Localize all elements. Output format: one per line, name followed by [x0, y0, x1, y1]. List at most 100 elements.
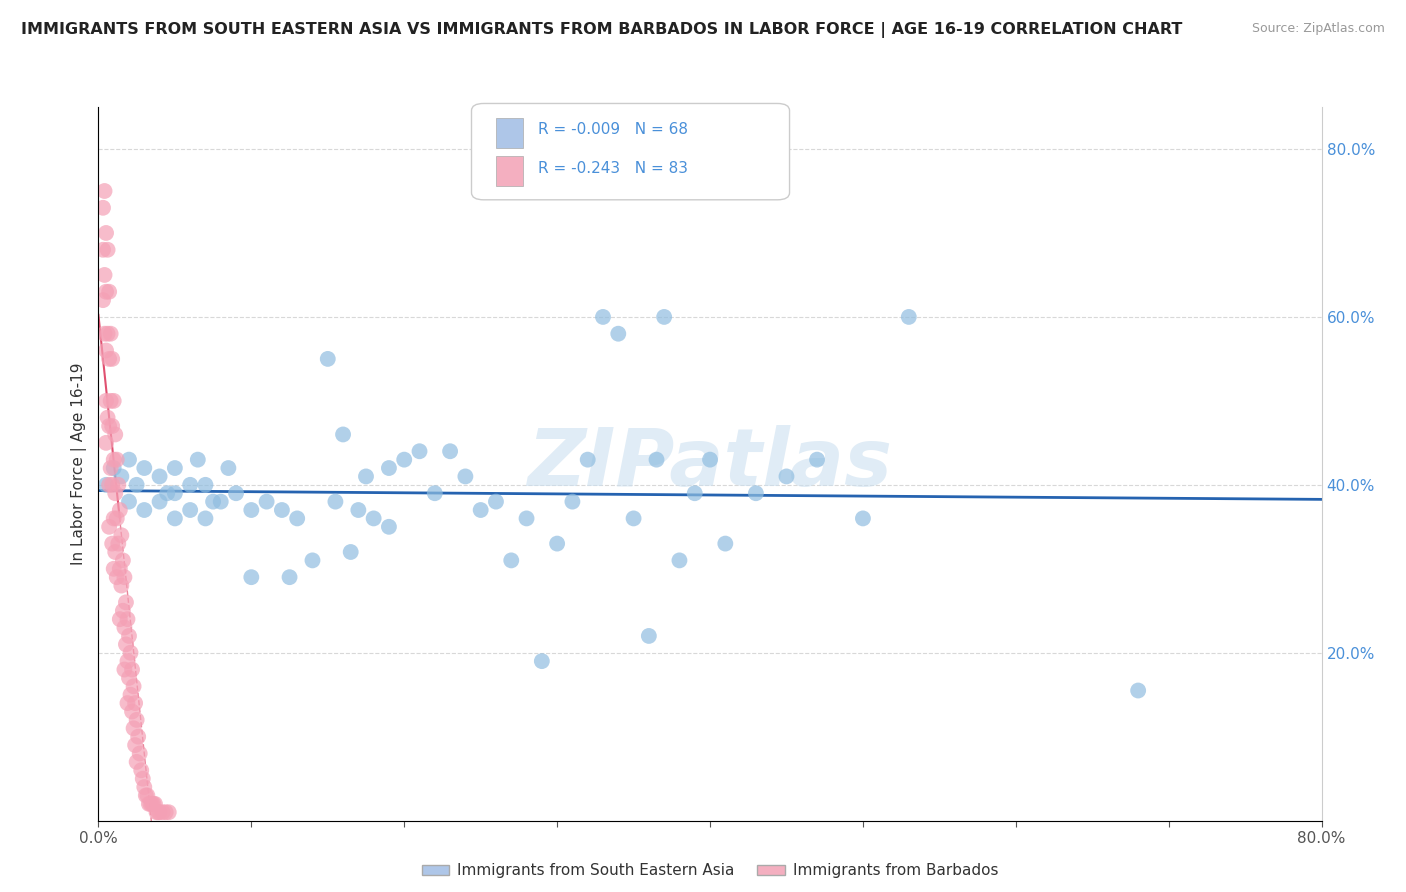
Point — [93, 268, 115, 282]
Text: ZIPatlas: ZIPatlas — [527, 425, 893, 503]
Point — [97, 243, 120, 257]
Point — [117, 654, 139, 668]
Point — [423, 486, 446, 500]
Point — [149, 494, 172, 508]
Text: Source: ZipAtlas.com: Source: ZipAtlas.com — [1251, 22, 1385, 36]
Point — [157, 805, 180, 820]
Point — [163, 511, 186, 525]
Point — [93, 184, 115, 198]
Point — [485, 494, 508, 508]
Point — [108, 562, 131, 576]
Point — [94, 478, 117, 492]
Point — [852, 511, 875, 525]
Point — [94, 285, 117, 299]
Point — [98, 419, 121, 434]
Point — [141, 797, 163, 811]
Point — [110, 469, 132, 483]
Point — [101, 536, 124, 550]
Point — [146, 805, 169, 820]
Point — [112, 621, 135, 635]
Point — [97, 410, 120, 425]
Point — [93, 326, 115, 341]
Point — [104, 545, 127, 559]
Point — [530, 654, 553, 668]
Point — [103, 511, 125, 525]
Point — [94, 343, 117, 358]
Point — [122, 679, 145, 693]
Point — [112, 663, 135, 677]
Point — [134, 461, 156, 475]
Point — [163, 461, 186, 475]
Point — [125, 755, 148, 769]
Point — [576, 452, 599, 467]
Text: R = -0.009   N = 68: R = -0.009 N = 68 — [537, 122, 688, 137]
Point — [134, 503, 156, 517]
Point — [112, 570, 135, 584]
Point — [100, 393, 122, 408]
Point — [115, 637, 138, 651]
Point — [285, 511, 308, 525]
Point — [103, 393, 125, 408]
FancyBboxPatch shape — [471, 103, 790, 200]
Point — [155, 805, 177, 820]
Point — [125, 713, 148, 727]
Point — [194, 478, 217, 492]
Point — [121, 663, 143, 677]
Point — [187, 452, 209, 467]
Point — [118, 629, 141, 643]
Point — [439, 444, 461, 458]
Point — [152, 805, 174, 820]
Point — [1128, 683, 1150, 698]
Point — [118, 671, 141, 685]
Point — [325, 494, 347, 508]
Point — [94, 393, 117, 408]
Point — [138, 797, 160, 811]
Point — [120, 688, 142, 702]
Point — [108, 612, 131, 626]
Text: R = -0.243   N = 83: R = -0.243 N = 83 — [537, 161, 688, 177]
Point — [240, 503, 263, 517]
Point — [156, 486, 179, 500]
Point — [623, 511, 645, 525]
Point — [101, 351, 124, 366]
Point — [108, 503, 131, 517]
Point — [683, 486, 706, 500]
Point — [107, 478, 129, 492]
Point — [607, 326, 630, 341]
Point — [652, 310, 675, 324]
Point — [94, 226, 117, 240]
Point — [194, 511, 217, 525]
Point — [745, 486, 768, 500]
Point — [378, 461, 401, 475]
Point — [209, 494, 232, 508]
Point — [316, 351, 339, 366]
Point — [645, 452, 668, 467]
Point — [408, 444, 430, 458]
Point — [134, 780, 156, 794]
Point — [91, 201, 114, 215]
FancyBboxPatch shape — [496, 118, 523, 147]
Point — [128, 747, 150, 761]
Point — [118, 452, 141, 467]
Point — [121, 705, 143, 719]
Point — [100, 326, 122, 341]
Point — [135, 789, 157, 803]
Point — [98, 351, 121, 366]
Point — [101, 478, 124, 492]
Point — [105, 570, 128, 584]
Point — [115, 595, 138, 609]
Point — [561, 494, 583, 508]
Point — [98, 520, 121, 534]
Point — [103, 461, 125, 475]
Point — [225, 486, 247, 500]
Point — [124, 738, 146, 752]
Point — [714, 536, 737, 550]
Point — [117, 696, 139, 710]
Point — [240, 570, 263, 584]
Point — [363, 511, 385, 525]
Point — [163, 486, 186, 500]
Point — [516, 511, 538, 525]
Point — [347, 503, 370, 517]
Point — [105, 452, 128, 467]
Point — [100, 461, 122, 475]
